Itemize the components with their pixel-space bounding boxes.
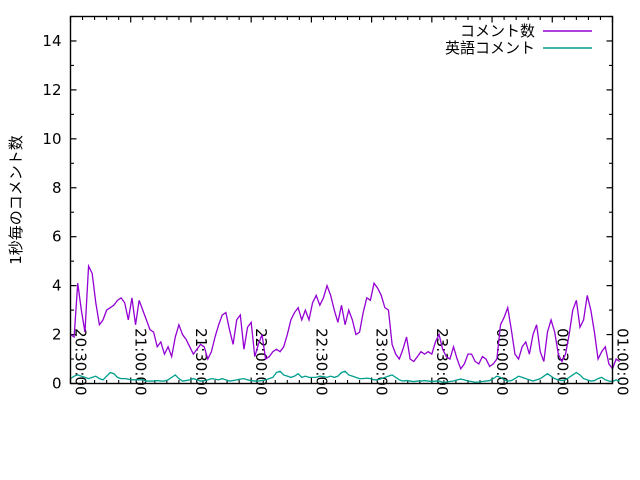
- x-tick-label: 21:30:00: [192, 328, 210, 395]
- legend-label-2: 英語コメント: [445, 39, 535, 57]
- legend-label-1: コメント数: [460, 22, 535, 40]
- x-tick-label: 20:30:00: [72, 328, 90, 395]
- x-tick-label: 01:00:00: [614, 328, 632, 395]
- x-tick-label: 00:00:00: [493, 328, 511, 395]
- y-tick-label: 14: [42, 32, 61, 50]
- y-tick-label: 8: [52, 179, 62, 197]
- x-tick-label: 22:00:00: [252, 328, 270, 395]
- y-tick-label: 2: [52, 326, 62, 344]
- x-tick-label: 22:30:00: [312, 328, 330, 395]
- plot-frame: [69, 15, 614, 385]
- y-tick-label: 10: [42, 130, 61, 148]
- x-tick-label: 21:00:00: [132, 328, 150, 395]
- y-axis-tick-labels: 0 2 4 6 8 10 12 14: [42, 32, 61, 393]
- series-line-1: [70, 263, 621, 371]
- x-axis-tick-labels: 20:30:00 21:00:00 21:30:00 22:00:00 22:30:00…: [72, 328, 632, 395]
- tick-marks: [69, 15, 614, 385]
- y-tick-label: 0: [52, 375, 62, 393]
- y-tick-label: 4: [52, 277, 62, 295]
- y-tick-label: 12: [42, 81, 61, 99]
- y-tick-label: 6: [52, 228, 62, 246]
- x-tick-label: 23:00:00: [373, 328, 391, 395]
- series-line-2: [70, 370, 620, 383]
- y-axis-title: 1秒毎のコメント数: [7, 135, 25, 265]
- data-series-layer: [70, 263, 621, 383]
- x-tick-label: 23:30:00: [433, 328, 451, 395]
